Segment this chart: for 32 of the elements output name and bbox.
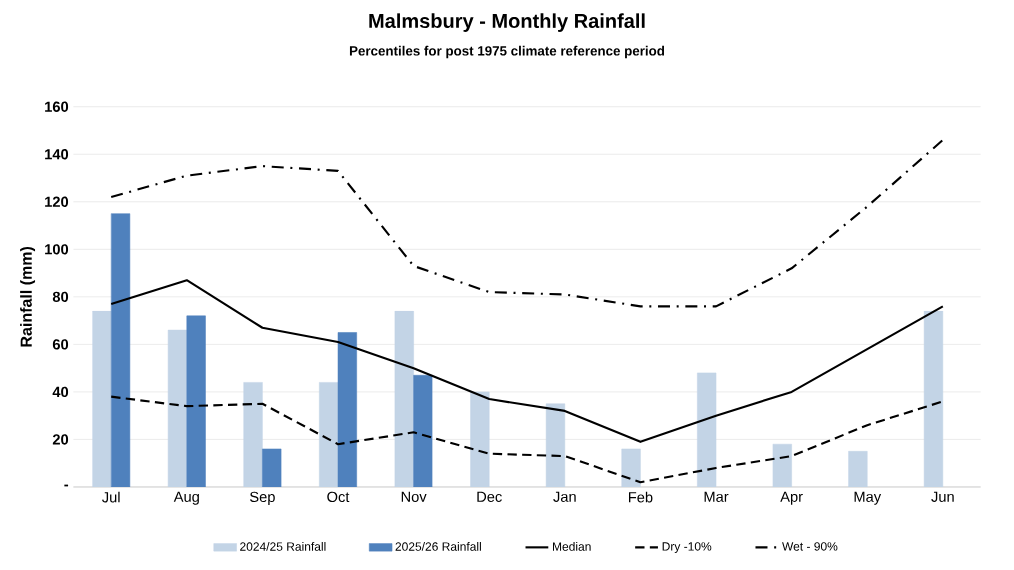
x-tick-label: Sep [250, 491, 275, 506]
x-tick-label: Nov [401, 491, 427, 503]
y-tick-label: 20 [52, 434, 69, 445]
y-tick-label: 160 [45, 101, 69, 113]
line-series [110, 279, 944, 444]
line-series [110, 139, 944, 308]
x-tick-label: Dec [477, 491, 502, 503]
legend-label: 2025/26 Rainfall [395, 542, 481, 551]
x-tick-label: Jul [102, 491, 120, 503]
x-tick-label: Apr [780, 491, 803, 505]
y-tick-label: 120 [45, 196, 69, 208]
y-tick-label: 80 [52, 291, 69, 303]
x-tick-label: Mar [704, 491, 729, 503]
x-tick-label: Oct [327, 491, 350, 503]
x-tick-label: May [854, 491, 882, 505]
y-tick-label: 140 [45, 149, 69, 160]
y-axis-title: Rainfall (mm) [20, 247, 36, 347]
y-tick-label: 60 [52, 339, 69, 350]
legend-label: Dry -10% [662, 542, 712, 554]
legend-label: Median [553, 542, 591, 551]
y-tick-label: 40 [52, 386, 69, 398]
y-tick-label: - [64, 484, 69, 487]
legend-label: 2024/25 Rainfall [240, 542, 326, 551]
x-tick-label: Aug [173, 491, 199, 505]
legend-label: Wet - 90% [782, 542, 838, 551]
line-series [110, 395, 944, 484]
x-tick-label: Feb [628, 491, 653, 503]
x-tick-label: Jun [931, 491, 954, 503]
chart-title: Malmsbury - Monthly Rainfall [369, 13, 645, 33]
y-tick-label: 100 [45, 244, 69, 255]
x-tick-label: Jan [553, 491, 576, 503]
chart-subtitle: Percentiles for post 1975 climate reference period [349, 45, 665, 59]
